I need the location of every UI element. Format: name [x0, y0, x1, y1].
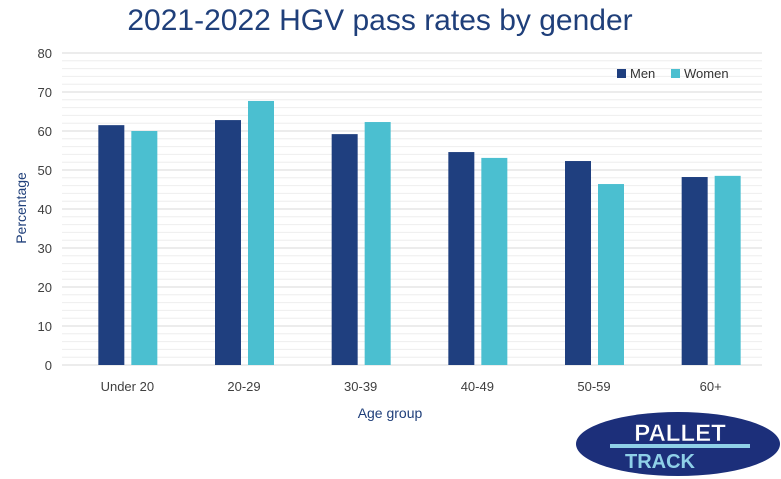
- legend-label-women: Women: [684, 66, 729, 81]
- y-axis-label: Percentage: [13, 172, 29, 244]
- bar-men: [331, 134, 358, 365]
- legend-label-men: Men: [630, 66, 655, 81]
- bar-women: [481, 157, 508, 365]
- y-tick-label: 50: [38, 163, 52, 178]
- x-tick-label: 20-29: [227, 379, 260, 394]
- x-tick-label: Under 20: [101, 379, 154, 394]
- bar-men: [681, 177, 708, 365]
- logo-text-pallet: PALLET: [634, 420, 726, 447]
- bar-men: [215, 120, 241, 365]
- legend-swatch-women: [671, 69, 680, 78]
- pallet-track-logo: PALLET TRACK: [576, 412, 780, 476]
- gridlines: [62, 52, 762, 366]
- bar-men: [565, 161, 591, 365]
- legend-swatch-men: [617, 69, 626, 78]
- x-tick-label: 60+: [700, 379, 722, 394]
- logo-text-track: TRACK: [625, 451, 696, 473]
- bar-women: [131, 131, 158, 365]
- y-tick-label: 60: [38, 124, 52, 139]
- y-tick-label: 20: [38, 280, 52, 295]
- y-tick-label: 0: [45, 358, 52, 373]
- bar-women: [364, 122, 391, 365]
- bar-men: [448, 152, 475, 365]
- y-tick-label: 70: [38, 85, 52, 100]
- bar-women: [598, 184, 624, 365]
- x-axis-label: Age group: [358, 405, 423, 421]
- chart-title: 2021-2022 HGV pass rates by gender: [127, 4, 632, 37]
- bar-women: [714, 175, 741, 365]
- x-axis-ticks: Under 20 20-29 30-39 40-49 50-59 60+: [101, 379, 722, 394]
- y-tick-label: 80: [38, 46, 52, 61]
- y-tick-label: 10: [38, 319, 52, 334]
- bar-men: [98, 125, 125, 366]
- x-tick-label: 30-39: [344, 379, 377, 394]
- y-tick-label: 40: [38, 202, 52, 217]
- y-axis-ticks: 0 10 20 30 40 50 60 70 80: [38, 46, 52, 373]
- legend: Men Women: [617, 66, 729, 81]
- y-tick-label: 30: [38, 241, 52, 256]
- bar-women: [248, 100, 274, 365]
- bars: [98, 100, 741, 366]
- x-tick-label: 50-59: [577, 379, 610, 394]
- x-tick-label: 40-49: [461, 379, 494, 394]
